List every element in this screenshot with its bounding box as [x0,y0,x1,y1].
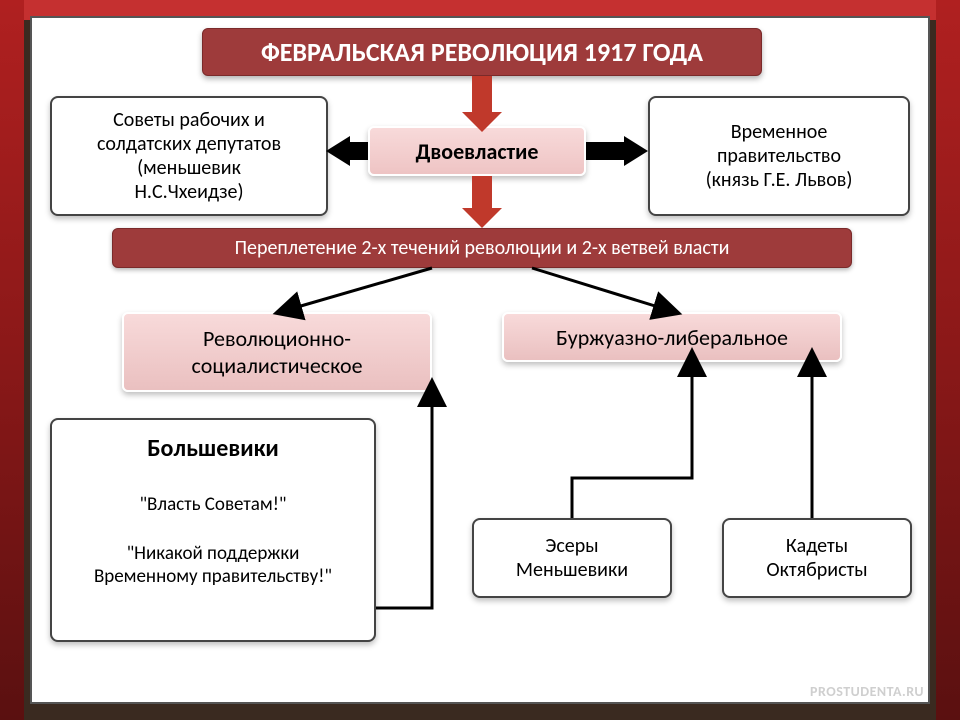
soviets-box: Советы рабочих и солдатских депутатов (м… [50,96,328,216]
diagram-panel: ФЕВРАЛЬСКАЯ РЕВОЛЮЦИЯ 1917 ГОДА Советы р… [30,16,930,704]
soviets-text: Советы рабочих и солдатских депутатов (м… [97,108,281,204]
provisional-gov-box: Временное правительство (князь Г.Е. Льво… [648,96,910,216]
dual-power-box: Двоевластие [368,126,586,176]
esers-text: Эсеры Меньшевики [516,534,628,582]
title-text: ФЕВРАЛЬСКАЯ РЕВОЛЮЦИЯ 1917 ГОДА [261,36,703,68]
bourgeois-liberal-box: Буржуазно-либеральное [502,312,842,362]
bolsheviks-slogan-2b: Временному правительству!" [94,565,332,588]
revsoc-text: Революционно- социалистическое [191,325,362,379]
title-box: ФЕВРАЛЬСКАЯ РЕВОЛЮЦИЯ 1917 ГОДА [202,28,762,76]
bar-text: Переплетение 2-х течений революции и 2-х… [235,236,730,260]
bg-left-stripe [0,0,24,720]
intertwine-bar: Переплетение 2-х течений революции и 2-х… [112,228,852,268]
kadets-oktyabrists-box: Кадеты Октябристы [722,518,912,598]
burlib-text: Буржуазно-либеральное [556,324,788,351]
bolsheviks-box: Большевики "Власть Советам!" "Никакой по… [50,418,376,642]
esers-mensheviks-box: Эсеры Меньшевики [472,518,672,598]
bolsheviks-heading: Большевики [147,434,279,463]
bolsheviks-slogan-1: "Власть Советам!" [139,493,286,516]
bg-right-stripe [936,0,960,720]
rev-socialist-box: Революционно- социалистическое [122,312,432,392]
watermark: PROSTUDENTA.RU [810,683,924,700]
provgov-text: Временное правительство (князь Г.Е. Льво… [706,120,853,192]
dual-text: Двоевластие [416,138,539,165]
kadets-text: Кадеты Октябристы [766,534,867,582]
bolsheviks-slogan-2a: "Никакой поддержки [127,542,300,565]
